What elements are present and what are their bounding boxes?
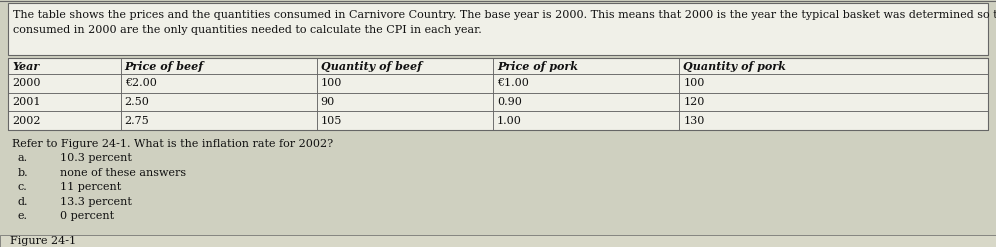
Text: €1.00: €1.00 [497,78,529,88]
Text: 2.75: 2.75 [124,116,149,126]
Text: 130: 130 [683,116,705,126]
Text: 10.3 percent: 10.3 percent [60,153,131,163]
Text: €2.00: €2.00 [124,78,156,88]
Text: Quantity of pork: Quantity of pork [683,61,786,71]
Text: 0 percent: 0 percent [60,211,115,221]
Text: 100: 100 [321,78,342,88]
Text: d.: d. [18,197,29,206]
Text: The table shows the prices and the quantities consumed in Carnivore Country. The: The table shows the prices and the quant… [13,10,996,20]
Text: 1.00: 1.00 [497,116,522,126]
Bar [8,3,988,55]
Text: none of these answers: none of these answers [60,167,186,178]
Text: consumed in 2000 are the only quantities needed to calculate the CPI in each yea: consumed in 2000 are the only quantities… [13,25,482,35]
Text: 11 percent: 11 percent [60,182,122,192]
Text: 2.50: 2.50 [124,97,149,107]
Text: e.: e. [18,211,28,221]
Text: c.: c. [18,182,28,192]
Text: Refer to Figure 24-1. What is the inflation rate for 2002?: Refer to Figure 24-1. What is the inflat… [12,139,333,149]
Text: Quantity of beef: Quantity of beef [321,61,421,71]
Bar [0,235,996,247]
Text: Price of beef: Price of beef [124,61,204,71]
Text: a.: a. [18,153,28,163]
Text: 2002: 2002 [12,116,41,126]
Text: 2000: 2000 [12,78,41,88]
Text: Price of pork: Price of pork [497,61,578,71]
Text: b.: b. [18,167,29,178]
Text: 120: 120 [683,97,705,107]
Text: Figure 24-1: Figure 24-1 [10,236,76,246]
Text: 13.3 percent: 13.3 percent [60,197,131,206]
Text: 105: 105 [321,116,342,126]
Bar [8,58,988,130]
Text: 90: 90 [321,97,335,107]
Text: Year: Year [12,61,39,71]
Text: 100: 100 [683,78,705,88]
Text: 2001: 2001 [12,97,41,107]
Text: 0.90: 0.90 [497,97,522,107]
